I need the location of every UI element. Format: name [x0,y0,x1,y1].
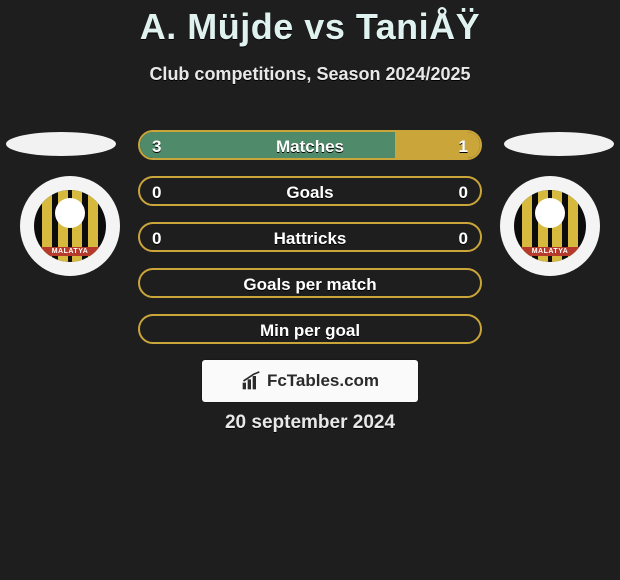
club-badge-left: MALATYA [20,176,120,276]
club-badge-right-inner: MALATYA [514,190,586,262]
club-badge-right: MALATYA [500,176,600,276]
date-label: 20 september 2024 [0,412,620,434]
stat-bar: Goals per match [138,268,482,298]
stat-right-value: 1 [459,132,468,158]
stat-left-value: 3 [152,132,161,158]
stat-bar: 3 1 Matches [138,130,482,160]
stat-bar: 0 0 Goals [138,176,482,206]
comparison-infographic: A. Müjde vs TaniÅŸ Club competitions, Se… [0,6,620,580]
badge-left-label: MALATYA [34,247,106,256]
brand-box: FcTables.com [202,360,418,402]
stat-label: Goals per match [140,270,480,296]
stat-right-value: 0 [459,224,468,250]
stat-bar: Min per goal [138,314,482,344]
stat-bar: 0 0 Hattricks [138,222,482,252]
player-left-photo-placeholder [6,132,116,156]
player-right-photo-placeholder [504,132,614,156]
stat-left-value: 0 [152,224,161,250]
badge-center-icon [535,198,565,228]
stats-bar-group: 3 1 Matches 0 0 Goals 0 0 Hattricks Goal… [138,130,482,360]
stat-label: Hattricks [140,224,480,250]
stat-left-value: 0 [152,178,161,204]
stat-label: Min per goal [140,316,480,342]
brand-chart-icon [241,371,261,391]
badge-right-label: MALATYA [514,247,586,256]
page-subtitle: Club competitions, Season 2024/2025 [0,64,620,85]
badge-center-icon [55,198,85,228]
brand-label: FcTables.com [241,371,379,391]
stat-right-value: 0 [459,178,468,204]
club-badge-left-inner: MALATYA [34,190,106,262]
stat-label: Goals [140,178,480,204]
stat-label: Matches [140,132,480,158]
brand-text-content: FcTables.com [267,371,379,391]
page-title: A. Müjde vs TaniÅŸ [0,6,620,48]
